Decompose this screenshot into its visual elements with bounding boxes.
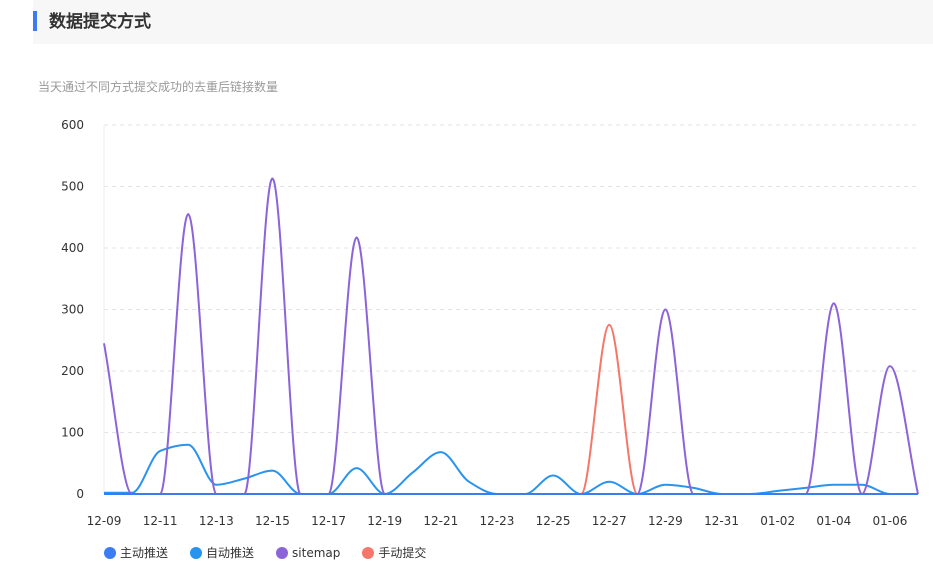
legend-swatch xyxy=(104,546,116,559)
header-accent-bar xyxy=(33,11,37,31)
y-tick-label: 500 xyxy=(61,180,84,194)
x-tick-label: 01-06 xyxy=(872,514,907,528)
x-tick-label: 01-04 xyxy=(816,514,851,528)
x-tick-label: 12-21 xyxy=(423,514,458,528)
y-tick-label: 600 xyxy=(61,118,84,132)
chart-legend: 主动推送 自动推送 sitemap 手动提交 xyxy=(104,544,426,561)
y-tick-label: 400 xyxy=(61,241,84,255)
legend-swatch xyxy=(276,546,289,559)
chart-subtitle: 当天通过不同方式提交成功的去重后链接数量 xyxy=(38,80,279,94)
legend-swatch xyxy=(362,546,375,559)
x-tick-label: 12-15 xyxy=(255,514,290,528)
x-tick-label: 01-02 xyxy=(760,514,795,528)
y-tick-label: 300 xyxy=(61,303,84,317)
x-tick-label: 12-19 xyxy=(367,514,402,528)
y-tick-label: 200 xyxy=(61,364,84,378)
legend-item[interactable]: 自动推送 xyxy=(190,544,254,561)
x-tick-label: 12-31 xyxy=(704,514,739,528)
legend-label: 手动提交 xyxy=(378,546,427,560)
section-header: 数据提交方式 xyxy=(33,0,933,44)
legend-label: 自动推送 xyxy=(206,546,255,560)
legend-item[interactable]: 手动提交 xyxy=(362,544,426,561)
x-tick-label: 12-09 xyxy=(87,514,122,528)
legend-label: 主动推送 xyxy=(120,546,169,560)
legend-item[interactable]: sitemap xyxy=(276,544,340,561)
x-tick-label: 12-11 xyxy=(143,514,178,528)
legend-swatch xyxy=(190,546,203,559)
x-tick-label: 12-27 xyxy=(592,514,627,528)
x-tick-label: 12-25 xyxy=(536,514,571,528)
line-chart: 0 100 200 300 400 500 600 12-09 12-11 12-13 12-15 1… xyxy=(61,118,919,528)
legend-label: sitemap xyxy=(292,545,341,560)
x-tick-label: 12-23 xyxy=(480,514,515,528)
series-line-2 xyxy=(103,177,919,496)
series-line-1 xyxy=(103,443,918,496)
section-title: 数据提交方式 xyxy=(49,12,151,32)
series-line-3 xyxy=(104,323,918,495)
x-tick-label: 12-29 xyxy=(648,514,683,528)
y-tick-label: 0 xyxy=(76,487,84,501)
x-tick-label: 12-17 xyxy=(311,514,346,528)
legend-item[interactable]: 主动推送 xyxy=(104,544,168,561)
x-tick-label: 12-13 xyxy=(199,514,234,528)
y-tick-label: 100 xyxy=(61,426,84,440)
